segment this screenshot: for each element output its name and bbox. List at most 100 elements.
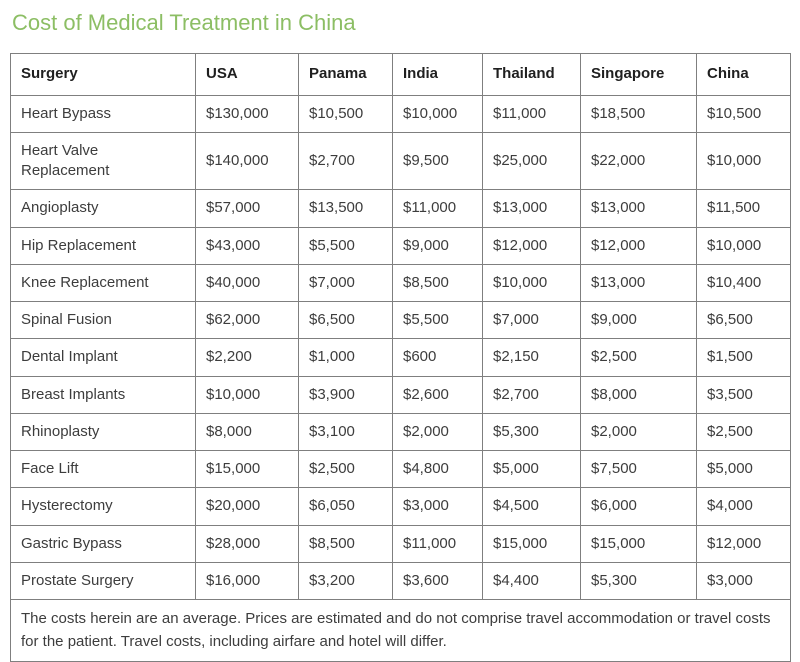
surgery-cell: Breast Implants <box>10 375 196 414</box>
cost-cell: $10,400 <box>696 263 791 303</box>
cost-cell: $28,000 <box>195 524 299 563</box>
cost-cell: $11,500 <box>696 189 791 228</box>
table-row: Heart Bypass $130,000 $10,500 $10,000 $11,00… <box>10 94 791 133</box>
cost-cell: $7,000 <box>298 263 393 303</box>
surgery-cell: Gastric Bypass <box>10 524 196 563</box>
cost-cell: $2,600 <box>392 375 483 414</box>
cost-cell: $6,500 <box>696 301 791 340</box>
table-row: Hysterectomy $20,000 $6,050 $3,000 $4,500 $6,… <box>10 487 791 526</box>
cost-cell: $10,500 <box>298 94 393 133</box>
cost-cell: $2,500 <box>298 450 393 489</box>
surgery-cell: Dental Implant <box>10 338 196 377</box>
cost-cell: $6,500 <box>298 301 393 340</box>
surgery-cell: Hip Replacement <box>10 226 196 265</box>
table-header-row: Surgery USA Panama India Thailand Singapore Ch… <box>10 53 791 96</box>
cost-cell: $3,000 <box>696 561 791 601</box>
surgery-cell: Hysterectomy <box>10 487 196 526</box>
cost-cell: $10,000 <box>195 375 299 414</box>
medical-cost-table: Surgery USA Panama India Thailand Singapore Ch… <box>10 53 791 662</box>
cost-cell: $10,000 <box>696 131 791 191</box>
cost-cell: $3,600 <box>392 561 483 601</box>
table-row: Angioplasty $57,000 $13,500 $11,000 $13,000 $… <box>10 189 791 228</box>
cost-cell: $3,500 <box>696 375 791 414</box>
surgery-cell: Face Lift <box>10 450 196 489</box>
cost-cell: $5,000 <box>696 450 791 489</box>
cost-cell: $9,500 <box>392 131 483 191</box>
cost-cell: $5,300 <box>580 561 697 601</box>
surgery-cell: Spinal Fusion <box>10 301 196 340</box>
cost-cell: $2,700 <box>482 375 581 414</box>
table-row: Prostate Surgery $16,000 $3,200 $3,600 $4,40… <box>10 561 791 601</box>
cost-cell: $4,000 <box>696 487 791 526</box>
cost-cell: $4,800 <box>392 450 483 489</box>
cost-cell: $5,000 <box>482 450 581 489</box>
cost-cell: $6,050 <box>298 487 393 526</box>
cost-cell: $9,000 <box>580 301 697 340</box>
cost-cell: $57,000 <box>195 189 299 228</box>
cost-cell: $12,000 <box>696 524 791 563</box>
table-row: Spinal Fusion $62,000 $6,500 $5,500 $7,000 $9… <box>10 301 791 340</box>
surgery-cell: Rhinoplasty <box>10 412 196 452</box>
cost-cell: $16,000 <box>195 561 299 601</box>
surgery-cell: Heart Bypass <box>10 94 196 133</box>
cost-cell: $2,200 <box>195 338 299 377</box>
cost-cell: $18,500 <box>580 94 697 133</box>
cost-cell: $4,400 <box>482 561 581 601</box>
cost-cell: $10,000 <box>482 263 581 303</box>
cost-cell: $8,500 <box>298 524 393 563</box>
cost-cell: $2,700 <box>298 131 393 191</box>
cost-cell: $10,000 <box>392 94 483 133</box>
cost-cell: $11,000 <box>482 94 581 133</box>
cost-cell: $11,000 <box>392 189 483 228</box>
cost-cell: $12,000 <box>580 226 697 265</box>
cost-cell: $20,000 <box>195 487 299 526</box>
column-header-panama: Panama <box>298 53 393 96</box>
cost-cell: $7,500 <box>580 450 697 489</box>
cost-cell: $3,900 <box>298 375 393 414</box>
cost-cell: $2,150 <box>482 338 581 377</box>
cost-cell: $62,000 <box>195 301 299 340</box>
cost-cell: $13,500 <box>298 189 393 228</box>
cost-cell: $600 <box>392 338 483 377</box>
cost-cell: $2,500 <box>580 338 697 377</box>
column-header-singapore: Singapore <box>580 53 697 96</box>
column-header-india: India <box>392 53 483 96</box>
cost-cell: $3,200 <box>298 561 393 601</box>
table-row: Gastric Bypass $28,000 $8,500 $11,000 $15,00… <box>10 524 791 563</box>
cost-cell: $15,000 <box>580 524 697 563</box>
cost-cell: $1,500 <box>696 338 791 377</box>
column-header-thailand: Thailand <box>482 53 581 96</box>
table-body: Heart Bypass $130,000 $10,500 $10,000 $11,00… <box>10 94 791 601</box>
cost-cell: $15,000 <box>195 450 299 489</box>
cost-cell: $12,000 <box>482 226 581 265</box>
surgery-cell: Prostate Surgery <box>10 561 196 601</box>
cost-cell: $8,500 <box>392 263 483 303</box>
cost-cell: $130,000 <box>195 94 299 133</box>
cost-cell: $5,500 <box>298 226 393 265</box>
cost-cell: $15,000 <box>482 524 581 563</box>
cost-cell: $13,000 <box>580 263 697 303</box>
surgery-cell: Heart Valve Replacement <box>10 131 196 191</box>
table-row: Rhinoplasty $8,000 $3,100 $2,000 $5,300 $2,00… <box>10 412 791 452</box>
cost-cell: $5,500 <box>392 301 483 340</box>
cost-cell: $1,000 <box>298 338 393 377</box>
cost-cell: $2,000 <box>580 412 697 452</box>
cost-cell: $2,000 <box>392 412 483 452</box>
cost-cell: $4,500 <box>482 487 581 526</box>
table-row: Hip Replacement $43,000 $5,500 $9,000 $12,00… <box>10 226 791 265</box>
cost-cell: $22,000 <box>580 131 697 191</box>
cost-cell: $140,000 <box>195 131 299 191</box>
cost-cell: $43,000 <box>195 226 299 265</box>
table-row: Dental Implant $2,200 $1,000 $600 $2,150 $2,5… <box>10 338 791 377</box>
table-row: Knee Replacement $40,000 $7,000 $8,500 $10,0… <box>10 263 791 303</box>
surgery-cell: Angioplasty <box>10 189 196 228</box>
cost-cell: $2,500 <box>696 412 791 452</box>
cost-cell: $6,000 <box>580 487 697 526</box>
cost-cell: $9,000 <box>392 226 483 265</box>
cost-cell: $8,000 <box>580 375 697 414</box>
cost-cell: $3,000 <box>392 487 483 526</box>
column-header-surgery: Surgery <box>10 53 196 96</box>
table-row: Face Lift $15,000 $2,500 $4,800 $5,000 $7,500… <box>10 450 791 489</box>
table-row: Breast Implants $10,000 $3,900 $2,600 $2,700… <box>10 375 791 414</box>
